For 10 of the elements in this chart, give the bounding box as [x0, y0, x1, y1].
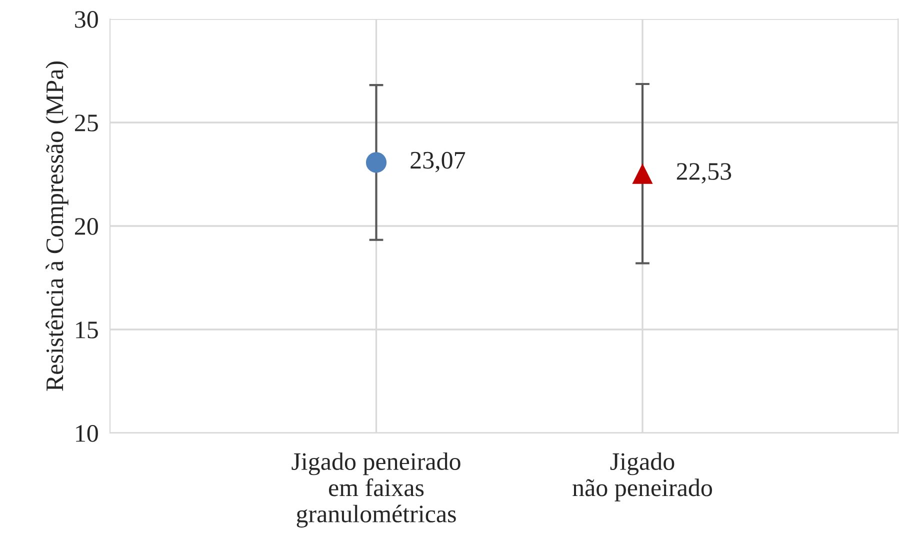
x-tick-label: Jigado não peneirado [572, 452, 712, 502]
y-tick-label: 20 [74, 218, 98, 235]
y-tick-label: 25 [74, 114, 98, 132]
y-axis-title: Resistência à Compressão (MPa) [46, 62, 68, 391]
x-tick-label: Jigado peneirado em faixas granulométricas [292, 452, 460, 528]
y-tick-label: 10 [76, 425, 98, 442]
data-label: 22,53 [676, 163, 732, 184]
y-tick-label: 30 [75, 11, 98, 28]
y-tick-label: 15 [76, 322, 98, 338]
data-label: 23,07 [410, 152, 466, 172]
